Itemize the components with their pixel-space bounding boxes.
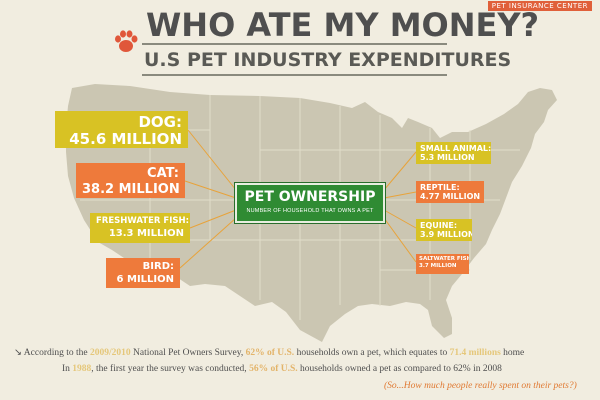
stat-small-animal: SMALL ANIMAL: 5.3 MILLION	[416, 142, 491, 164]
stat-cat: CAT: 38.2 MILLION	[76, 163, 185, 198]
connector-lines	[179, 129, 417, 269]
stat-saltwater-fish: SALTWATER FISH: 3.7 MILLION	[416, 254, 469, 274]
footnote-line-2: In 1988, the first year the survey was c…	[62, 364, 502, 374]
stat-equine: EQUINE: 3.9 MILLION	[416, 219, 472, 241]
stat-bird-value: 6 MILLION	[116, 274, 174, 285]
stat-bird: BIRD: 6 MILLION	[106, 258, 180, 288]
stat-saltwater-fish-value: 3.7 MILLION	[419, 262, 457, 269]
paw-icon	[115, 30, 138, 52]
stat-reptile-value: 4.77 MILLION	[420, 192, 481, 201]
stat-freshwater-fish: FRESHWATER FISH: 13.3 MILLION	[90, 213, 190, 243]
footnote-line-1: ↘ According to the 2009/2010 National Pe…	[14, 348, 525, 358]
stat-freshwater-fish-name: FRESHWATER FISH:	[96, 216, 190, 226]
hub-title: PET OWNERSHIP	[244, 189, 376, 205]
brand-badge: PET INSURANCE CENTER	[487, 1, 592, 11]
survey-footnote: ↘ According to the 2009/2010 National Pe…	[0, 344, 600, 400]
stat-reptile: REPTILE: 4.77 MILLION	[416, 181, 484, 203]
stat-equine-value: 3.9 MILLION	[420, 230, 472, 239]
page-subtitle: U.S PET INDUSTRY EXPENDITURES	[144, 49, 512, 71]
stat-dog-name: DOG:	[138, 113, 182, 131]
page-title: WHO ATE MY MONEY?	[146, 6, 540, 44]
stat-bird-name: BIRD:	[142, 261, 174, 272]
stat-freshwater-fish-value: 13.3 MILLION	[108, 227, 184, 239]
stat-small-animal-value: 5.3 MILLION	[420, 153, 475, 162]
hub-subtitle: NUMBER OF HOUSEHOLD THAT OWNS A PET	[246, 208, 374, 214]
title-rule	[142, 43, 447, 45]
subtitle-rule	[142, 74, 447, 76]
stat-saltwater-fish-name: SALTWATER FISH:	[419, 256, 469, 262]
stat-cat-value: 38.2 MILLION	[82, 182, 180, 197]
stat-dog: DOG: 45.6 MILLION	[55, 111, 188, 148]
stat-reptile-name: REPTILE:	[420, 183, 460, 192]
stat-equine-name: EQUINE:	[420, 221, 458, 230]
stat-cat-name: CAT:	[147, 166, 179, 181]
stat-dog-value: 45.6 MILLION	[69, 130, 182, 148]
pet-ownership-hub: PET OWNERSHIP NUMBER OF HOUSEHOLD THAT O…	[234, 182, 386, 224]
stat-small-animal-name: SMALL ANIMAL:	[420, 144, 491, 153]
footnote-question: (So...How much people really spent on th…	[384, 381, 577, 391]
